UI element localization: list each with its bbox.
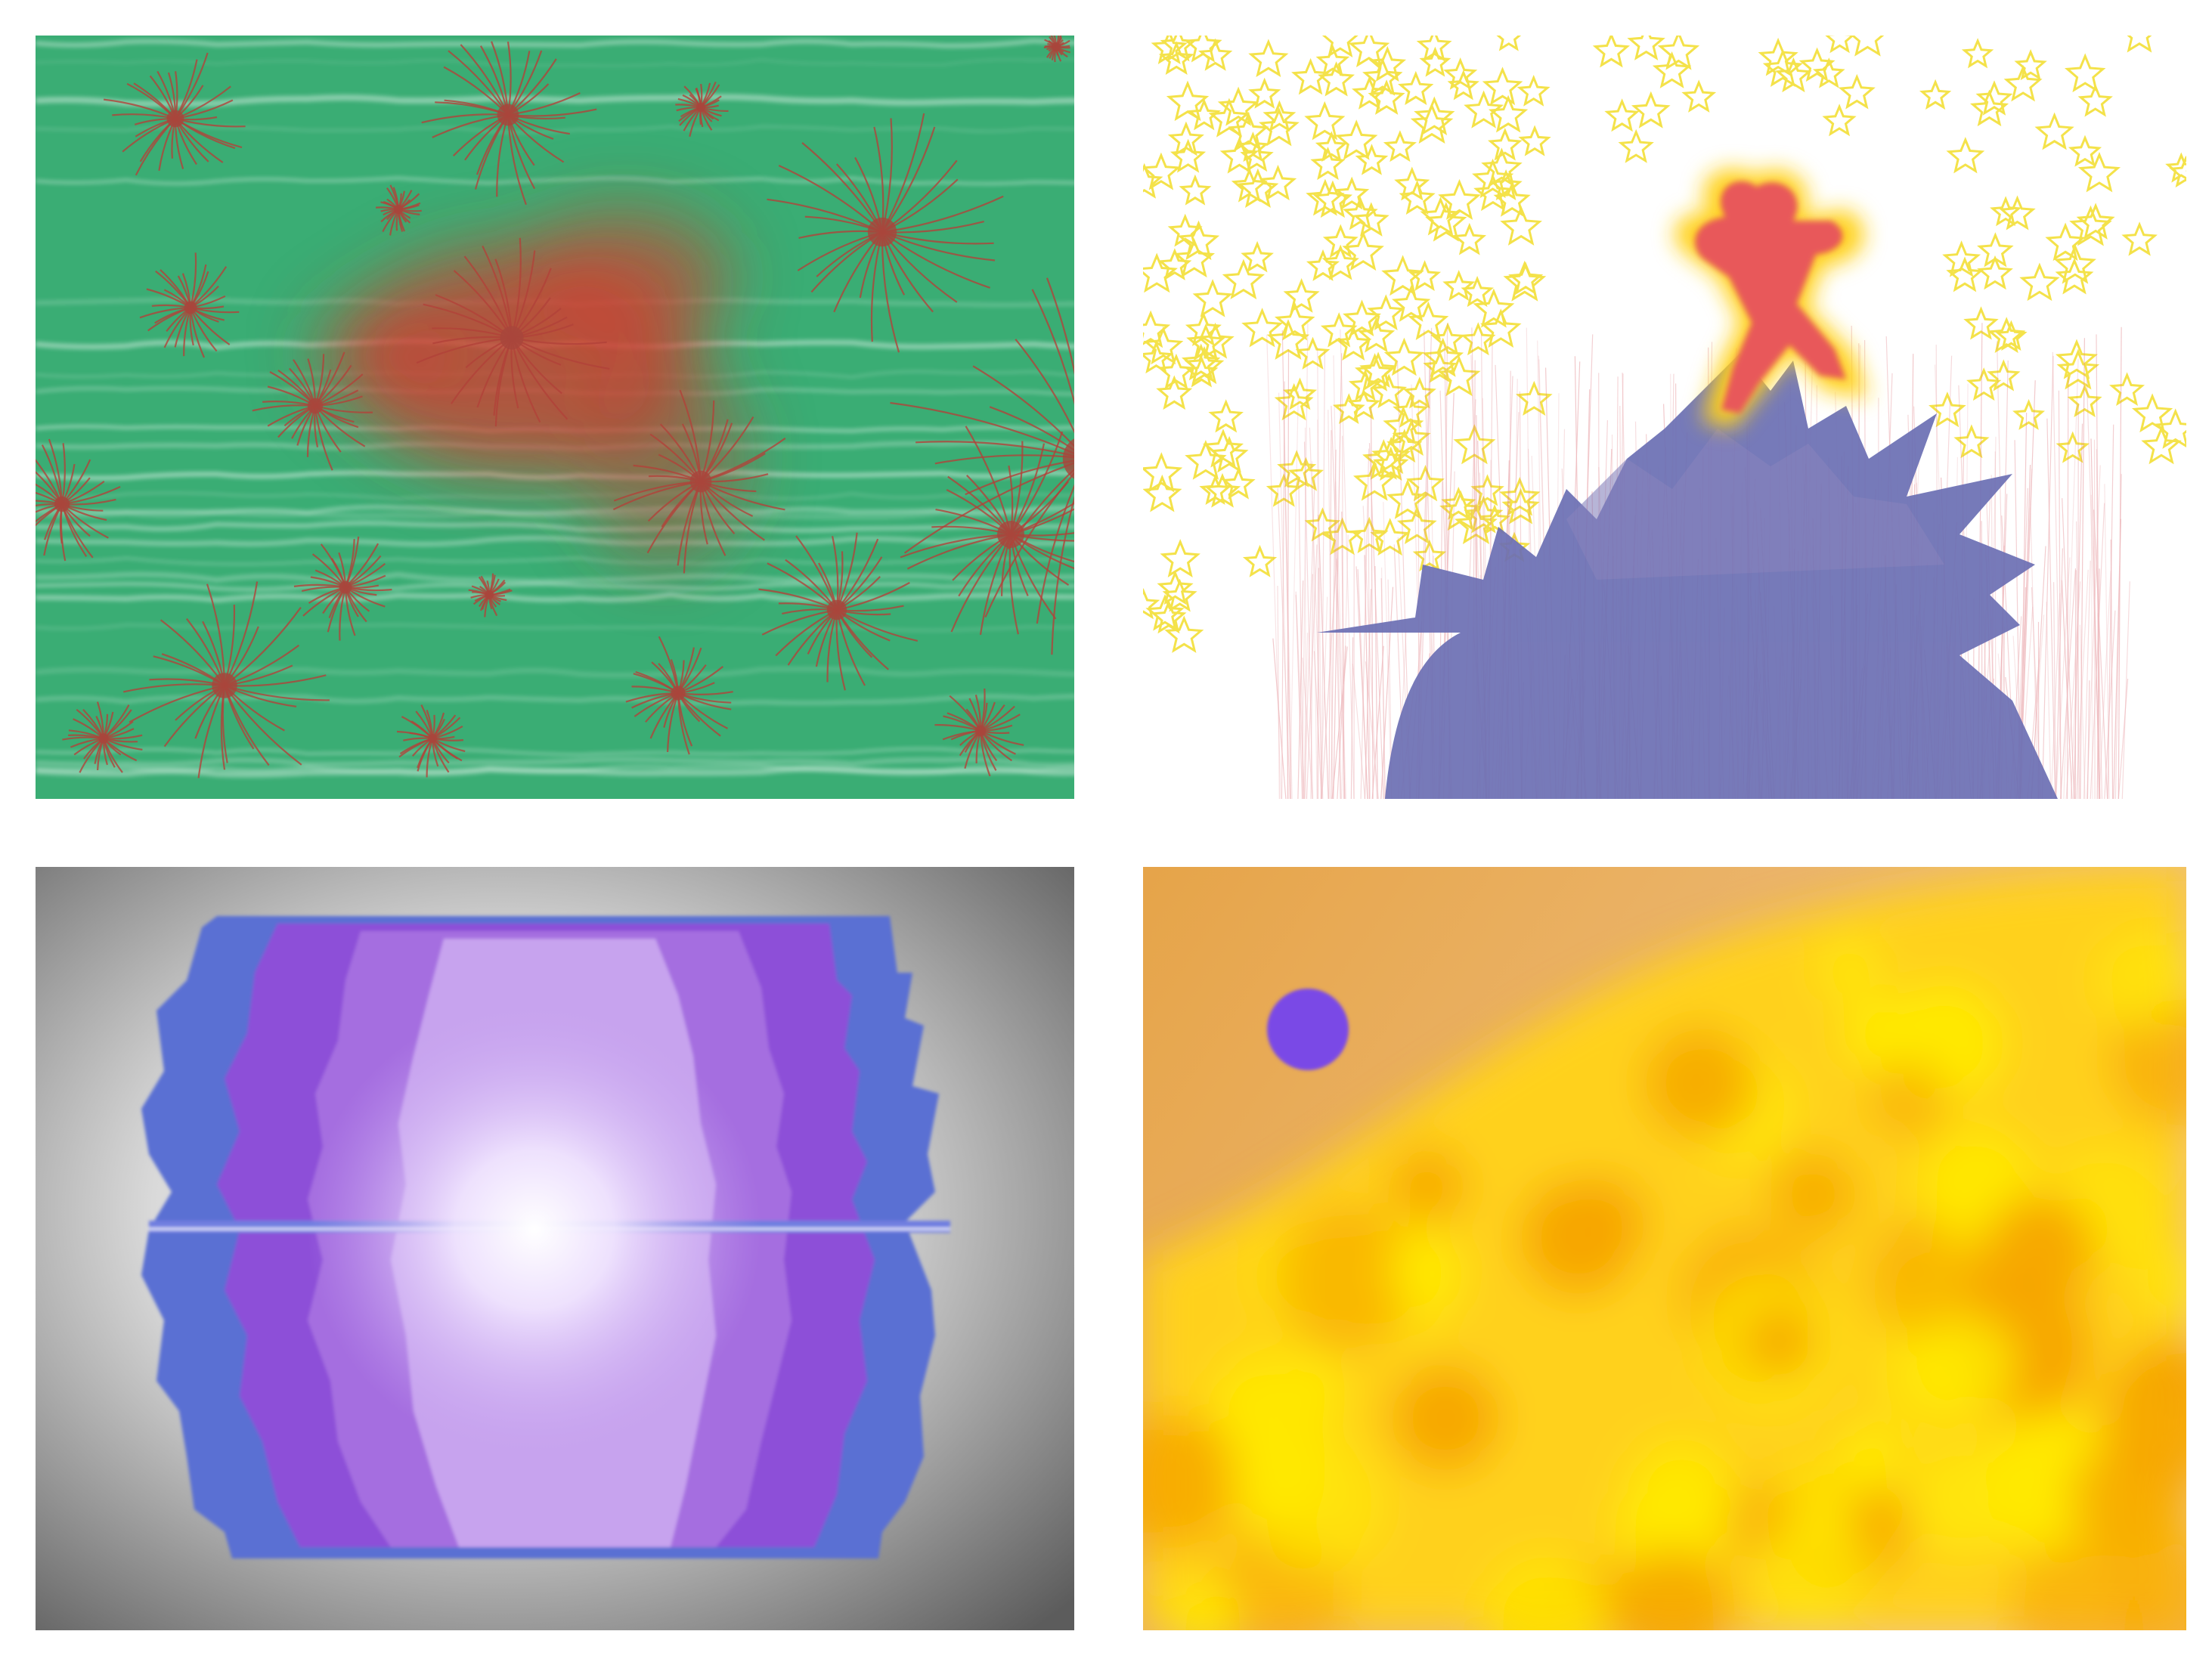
yellow-blobs-canvas (1143, 867, 2186, 1630)
color-blob (1388, 1147, 1467, 1225)
green-burst-canvas (36, 36, 1074, 799)
color-blob (1815, 935, 1885, 1004)
color-blob (1644, 1027, 1755, 1138)
color-blob (1770, 1150, 1857, 1238)
bright-core (308, 1003, 761, 1456)
color-blob (1869, 1060, 1950, 1141)
purple-burst-canvas (36, 867, 1074, 1630)
yellow-blobs-painting (1143, 867, 2186, 1630)
color-blob (2071, 1440, 2186, 1558)
figure-on-hill-canvas (1143, 36, 2186, 799)
color-blob (1834, 1423, 1904, 1493)
green-burst-painting (36, 36, 1074, 799)
color-blob (1248, 1434, 1386, 1572)
color-blob (1758, 1514, 1872, 1627)
purple-dot (1267, 989, 1349, 1070)
color-blob (1387, 1233, 1464, 1310)
color-blob (1985, 1195, 2096, 1306)
color-blob (1628, 1437, 1736, 1545)
color-blob (1746, 1307, 1817, 1378)
color-blob (1391, 1363, 1500, 1472)
purple-burst-painting (36, 867, 1074, 1630)
color-blob (1919, 1315, 2017, 1413)
figure-on-hill-painting (1143, 36, 2186, 799)
color-blob (1520, 1180, 1637, 1296)
